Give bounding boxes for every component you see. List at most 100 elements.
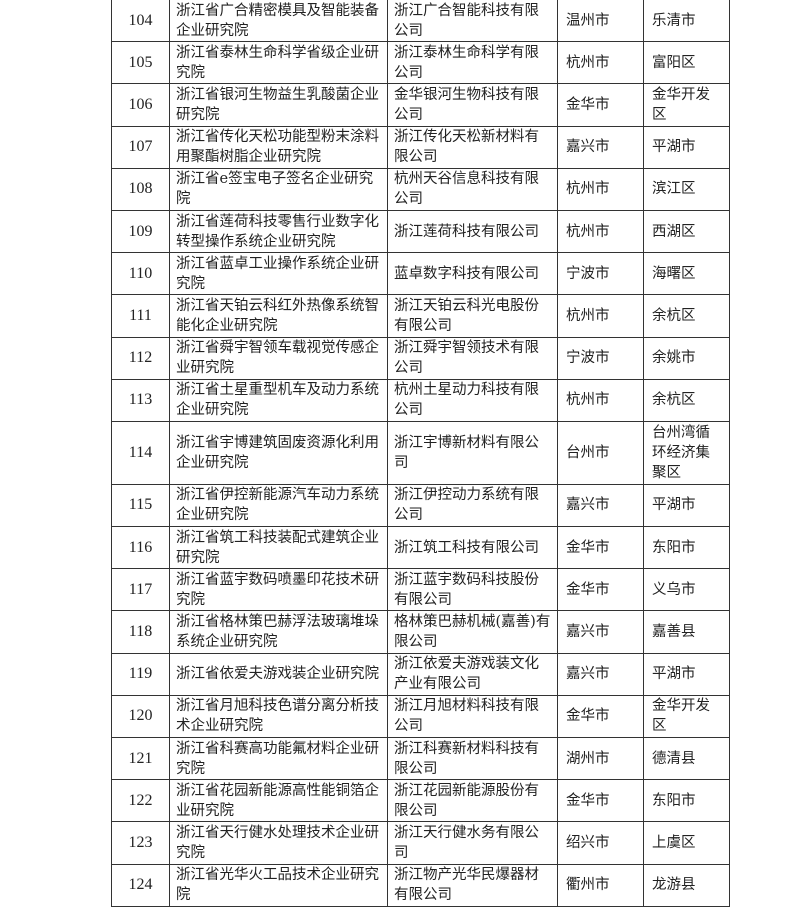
table-row: 116 浙江省筑工科技装配式建筑企业研究院 浙江筑工科技有限公司 金华市 东阳市: [111, 526, 730, 570]
city-cell: 金华市: [557, 779, 644, 823]
company-name-cell: 浙江花园新能源股份有限公司: [387, 779, 558, 823]
city-cell: 衢州市: [557, 863, 644, 907]
row-number: 117: [111, 568, 170, 612]
company-name-cell: 格林策巴赫机械(嘉善)有限公司: [387, 610, 558, 654]
table-row: 105 浙江省泰林生命科学省级企业研究院 浙江泰林生命科学有限公司 杭州市 富阳区: [111, 41, 730, 85]
table-row: 124 浙江省光华火工品技术企业研究院 浙江物产光华民爆器材有限公司 衢州市 龙游县: [111, 863, 730, 907]
institute-name-cell: 浙江省天行健水处理技术企业研究院: [169, 821, 388, 865]
city-cell: 金华市: [557, 526, 644, 570]
city-cell: 宁波市: [557, 252, 644, 296]
row-number: 124: [111, 863, 170, 907]
city-cell: 嘉兴市: [557, 125, 644, 169]
district-cell: 上虞区: [643, 821, 730, 865]
institute-name-cell: 浙江省银河生物益生乳酸菌企业研究院: [169, 83, 388, 127]
company-name-cell: 金华银河生物科技有限公司: [387, 83, 558, 127]
table-row: 120 浙江省月旭科技色谱分离分析技术企业研究院 浙江月旭材料科技有限公司 金华市 金华…: [111, 694, 730, 739]
district-cell: 金华开发区: [643, 694, 730, 739]
company-name-cell: 浙江广合智能科技有限公司: [387, 0, 558, 43]
table-row: 107 浙江省传化天松功能型粉末涂料用聚酯树脂企业研究院 浙江传化天松新材料有限公司…: [111, 125, 730, 169]
city-cell: 嘉兴市: [557, 610, 644, 654]
table-row: 108 浙江省e签宝电子签名企业研究院 杭州天谷信息科技有限公司 杭州市 滨江区: [111, 167, 730, 211]
institute-name-cell: 浙江省传化天松功能型粉末涂料用聚酯树脂企业研究院: [169, 125, 388, 169]
table-row: 104 浙江省广合精密模具及智能装备企业研究院 浙江广合智能科技有限公司 温州市 乐清市: [111, 0, 730, 43]
institute-name-cell: 浙江省宇博建筑固废资源化利用企业研究院: [169, 420, 388, 485]
company-name-cell: 浙江依爱夫游戏装文化产业有限公司: [387, 652, 558, 696]
enterprise-institute-table: 104 浙江省广合精密模具及智能装备企业研究院 浙江广合智能科技有限公司 温州市 乐清市…: [111, 0, 730, 907]
district-cell: 平湖市: [643, 652, 730, 696]
table-row: 123 浙江省天行健水处理技术企业研究院 浙江天行健水务有限公司 绍兴市 上虞区: [111, 821, 730, 865]
table-row: 118 浙江省格林策巴赫浮法玻璃堆垛系统企业研究院 格林策巴赫机械(嘉善)有限公司嘉…: [111, 610, 730, 654]
city-cell: 宁波市: [557, 336, 644, 380]
row-number: 120: [111, 694, 170, 739]
institute-name-cell: 浙江省土星重型机车及动力系统企业研究院: [169, 378, 388, 422]
table-row: 117 浙江省蓝宇数码喷墨印花技术研究院 浙江蓝宇数码科技股份有限公司 金华市 义乌市: [111, 568, 730, 612]
company-name-cell: 杭州土星动力科技有限公司: [387, 378, 558, 422]
city-cell: 温州市: [557, 0, 644, 43]
district-cell: 西湖区: [643, 209, 730, 254]
table-row: 111 浙江省天铂云科红外热像系统智能化企业研究院 浙江天铂云科光电股份有限公司 杭州…: [111, 294, 730, 338]
company-name-cell: 蓝卓数字科技有限公司: [387, 252, 558, 296]
company-name-cell: 浙江物产光华民爆器材有限公司: [387, 863, 558, 907]
district-cell: 余姚市: [643, 336, 730, 380]
institute-name-cell: 浙江省广合精密模具及智能装备企业研究院: [169, 0, 388, 43]
row-number: 122: [111, 779, 170, 823]
institute-name-cell: 浙江省e签宝电子签名企业研究院: [169, 167, 388, 211]
table-row: 113 浙江省土星重型机车及动力系统企业研究院 杭州土星动力科技有限公司 杭州市 余杭区: [111, 378, 730, 422]
row-number: 118: [111, 610, 170, 654]
district-cell: 海曙区: [643, 252, 730, 296]
row-number: 110: [111, 252, 170, 296]
district-cell: 滨江区: [643, 167, 730, 211]
company-name-cell: 浙江伊控动力系统有限公司: [387, 483, 558, 528]
row-number: 106: [111, 83, 170, 127]
row-number: 112: [111, 336, 170, 380]
row-number: 107: [111, 125, 170, 169]
city-cell: 杭州市: [557, 167, 644, 211]
row-number: 108: [111, 167, 170, 211]
district-cell: 龙游县: [643, 863, 730, 907]
institute-name-cell: 浙江省依爱夫游戏装企业研究院: [169, 652, 388, 696]
company-name-cell: 浙江泰林生命科学有限公司: [387, 41, 558, 85]
city-cell: 金华市: [557, 694, 644, 739]
district-cell: 金华开发区: [643, 83, 730, 127]
district-cell: 台州湾循环经济集聚区: [643, 420, 730, 485]
table-row: 119 浙江省依爱夫游戏装企业研究院 浙江依爱夫游戏装文化产业有限公司 嘉兴市 平湖市: [111, 652, 730, 696]
city-cell: 杭州市: [557, 378, 644, 422]
table-row: 109 浙江省莲荷科技零售行业数字化转型操作系统企业研究院 浙江莲荷科技有限公司 杭州…: [111, 209, 730, 254]
company-name-cell: 杭州天谷信息科技有限公司: [387, 167, 558, 211]
table-row: 122 浙江省花园新能源高性能铜箔企业研究院 浙江花园新能源股份有限公司 金华市 东阳市: [111, 779, 730, 823]
city-cell: 杭州市: [557, 294, 644, 338]
city-cell: 杭州市: [557, 209, 644, 254]
table-row: 112 浙江省舜宇智领车载视觉传感企业研究院 浙江舜宇智领技术有限公司 宁波市 余姚市: [111, 336, 730, 380]
company-name-cell: 浙江蓝宇数码科技股份有限公司: [387, 568, 558, 612]
row-number: 119: [111, 652, 170, 696]
company-name-cell: 浙江舜宇智领技术有限公司: [387, 336, 558, 380]
row-number: 121: [111, 736, 170, 781]
table-row: 114 浙江省宇博建筑固废资源化利用企业研究院 浙江宇博新材料有限公司 台州市 台州湾循…: [111, 420, 730, 485]
city-cell: 金华市: [557, 568, 644, 612]
institute-name-cell: 浙江省天铂云科红外热像系统智能化企业研究院: [169, 294, 388, 338]
institute-name-cell: 浙江省蓝宇数码喷墨印花技术研究院: [169, 568, 388, 612]
table-row: 115 浙江省伊控新能源汽车动力系统企业研究院 浙江伊控动力系统有限公司 嘉兴市 平湖市: [111, 483, 730, 528]
company-name-cell: 浙江莲荷科技有限公司: [387, 209, 558, 254]
city-cell: 杭州市: [557, 41, 644, 85]
district-cell: 平湖市: [643, 483, 730, 528]
table-row: 121 浙江省科赛高功能氟材料企业研究院 浙江科赛新材料科技有限公司 湖州市 德清县: [111, 736, 730, 781]
institute-name-cell: 浙江省筑工科技装配式建筑企业研究院: [169, 526, 388, 570]
row-number: 113: [111, 378, 170, 422]
institute-name-cell: 浙江省花园新能源高性能铜箔企业研究院: [169, 779, 388, 823]
institute-name-cell: 浙江省格林策巴赫浮法玻璃堆垛系统企业研究院: [169, 610, 388, 654]
company-name-cell: 浙江天铂云科光电股份有限公司: [387, 294, 558, 338]
institute-name-cell: 浙江省舜宇智领车载视觉传感企业研究院: [169, 336, 388, 380]
city-cell: 绍兴市: [557, 821, 644, 865]
institute-name-cell: 浙江省光华火工品技术企业研究院: [169, 863, 388, 907]
row-number: 111: [111, 294, 170, 338]
company-name-cell: 浙江月旭材料科技有限公司: [387, 694, 558, 739]
district-cell: 平湖市: [643, 125, 730, 169]
city-cell: 嘉兴市: [557, 652, 644, 696]
district-cell: 乐清市: [643, 0, 730, 43]
district-cell: 东阳市: [643, 526, 730, 570]
city-cell: 湖州市: [557, 736, 644, 781]
district-cell: 余杭区: [643, 378, 730, 422]
row-number: 116: [111, 526, 170, 570]
institute-name-cell: 浙江省泰林生命科学省级企业研究院: [169, 41, 388, 85]
